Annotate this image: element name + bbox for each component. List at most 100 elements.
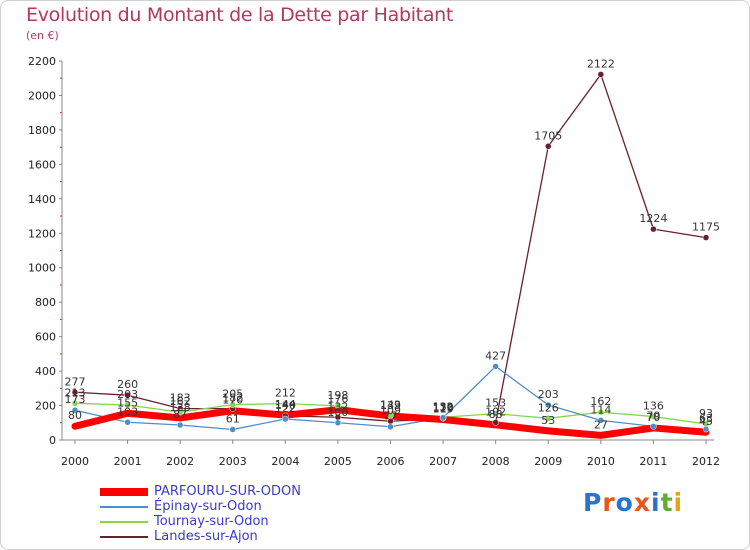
data-label-parfouru: 144	[275, 398, 296, 411]
data-label-tournay: 143	[380, 398, 401, 411]
legend-swatch-landes	[100, 536, 148, 538]
y-tick-label: 800	[35, 296, 56, 309]
data-label-tournay: 212	[275, 386, 296, 399]
logo-letter: i	[651, 488, 661, 517]
legend-swatch-epinay	[100, 506, 148, 508]
data-label-epinay: 427	[485, 349, 506, 362]
x-tick-label: 2001	[114, 455, 142, 468]
data-label-epinay: 79	[646, 409, 660, 422]
data-point-epinay	[71, 406, 79, 414]
logo-letter: o	[615, 488, 634, 517]
data-point-tournay	[545, 415, 552, 422]
data-label-landes: 109	[380, 404, 401, 417]
legend-item-epinay[interactable]: Épinay-sur-Odon	[100, 499, 400, 514]
data-label-parfouru: 53	[541, 414, 555, 427]
data-label-landes: 140	[275, 399, 296, 412]
data-point-epinay	[597, 417, 605, 424]
series-lines	[71, 73, 710, 439]
logo-letter: P	[583, 488, 603, 517]
legend-item-landes[interactable]: Landes-sur-Ajon	[100, 529, 400, 544]
y-tick-label: 2000	[28, 89, 56, 102]
series-points	[71, 71, 710, 433]
data-label-tournay: 153	[485, 397, 506, 410]
data-label-landes: 132	[327, 400, 348, 413]
legend-label-epinay: Épinay-sur-Odon	[154, 499, 262, 514]
data-label-parfouru: 139	[380, 399, 401, 412]
x-tick-label: 2000	[61, 455, 89, 468]
data-label-landes: 182	[222, 392, 243, 405]
y-tick-label: 1000	[28, 262, 56, 275]
logo-letter: i	[673, 488, 684, 517]
data-label-epinay: 114	[590, 403, 611, 416]
y-tick-label: 600	[35, 331, 56, 344]
data-point-tournay	[387, 412, 394, 419]
chart-subtitle: (en €)	[26, 29, 59, 42]
data-label-parfouru: 88	[489, 408, 503, 421]
x-tick-label: 2007	[429, 455, 457, 468]
data-label-epinay: 77	[384, 410, 398, 423]
data-point-landes	[124, 391, 131, 399]
data-label-parfouru: 70	[646, 411, 660, 424]
data-label-tournay: 213	[65, 386, 86, 399]
y-tick-label: 1600	[28, 158, 56, 171]
data-label-parfouru: 155	[117, 396, 138, 409]
data-label-parfouru: 80	[68, 409, 82, 422]
data-label-parfouru: 176	[327, 393, 348, 406]
data-label-landes: 260	[117, 378, 138, 391]
x-tick-label: 2002	[166, 455, 194, 468]
x-tick-label: 2004	[271, 455, 299, 468]
data-label-epinay: 130	[433, 401, 454, 414]
proxiti-logo: Proxiti	[583, 488, 683, 517]
x-tick-label: 2003	[219, 455, 247, 468]
data-point-tournay	[282, 400, 289, 407]
data-label-parfouru: 27	[594, 418, 608, 431]
data-label-landes: 126	[433, 401, 454, 414]
data-label-tournay: 132	[433, 400, 454, 413]
data-label-epinay: 87	[173, 408, 187, 421]
data-label-epinay: 61	[226, 412, 240, 425]
data-point-tournay	[176, 408, 184, 416]
data-label-tournay: 93	[699, 407, 713, 420]
series-line-landes	[74, 73, 707, 424]
legend-label-parfouru: PARFOURU-SUR-ODON	[154, 484, 301, 499]
x-tick-label: 2009	[534, 455, 562, 468]
data-point-tournay	[124, 401, 131, 409]
data-point-epinay	[124, 419, 131, 426]
data-label-parfouru: 119	[433, 402, 454, 415]
y-tick-label: 1800	[28, 124, 56, 137]
legend-swatch-parfouru	[100, 488, 148, 496]
data-label-tournay: 203	[117, 388, 138, 401]
data-point-tournay	[650, 413, 657, 420]
data-point-tournay	[71, 400, 79, 407]
data-point-epinay	[387, 423, 394, 430]
data-point-tournay	[597, 408, 605, 416]
data-label-parfouru: 45	[699, 415, 713, 428]
legend-label-landes: Landes-sur-Ajon	[154, 529, 258, 544]
x-tick-label: 2006	[377, 455, 405, 468]
data-label-epinay: 173	[65, 393, 86, 406]
data-point-epinay	[702, 425, 710, 433]
data-label-epinay: 122	[275, 402, 296, 415]
data-label-landes: 277	[65, 375, 86, 388]
data-point-landes	[545, 143, 552, 150]
y-tick-label: 1200	[28, 227, 56, 240]
data-label-parfouru: 170	[222, 394, 243, 407]
data-label-tournay: 126	[538, 401, 559, 414]
data-point-landes	[702, 234, 710, 241]
data-point-landes	[597, 71, 605, 78]
data-label-epinay: 103	[117, 405, 138, 418]
data-label-epinay: 100	[327, 406, 348, 419]
data-label-tournay: 136	[643, 400, 664, 413]
x-tick-label: 2012	[692, 455, 720, 468]
data-point-epinay	[492, 363, 499, 370]
data-label-landes: 183	[170, 391, 191, 404]
chart-axes: 0 200 400 600 800 1000 1200 1400 1600 1800 2000 220…	[28, 55, 720, 468]
x-tick-label: 2011	[639, 455, 667, 468]
data-label-landes: 1175	[692, 221, 720, 234]
data-point-epinay	[545, 401, 552, 409]
data-label-tournay: 162	[590, 395, 611, 408]
legend-item-tournay[interactable]: Tournay-sur-Odon	[100, 514, 400, 529]
legend-item-parfouru[interactable]: PARFOURU-SUR-ODON	[100, 484, 400, 499]
